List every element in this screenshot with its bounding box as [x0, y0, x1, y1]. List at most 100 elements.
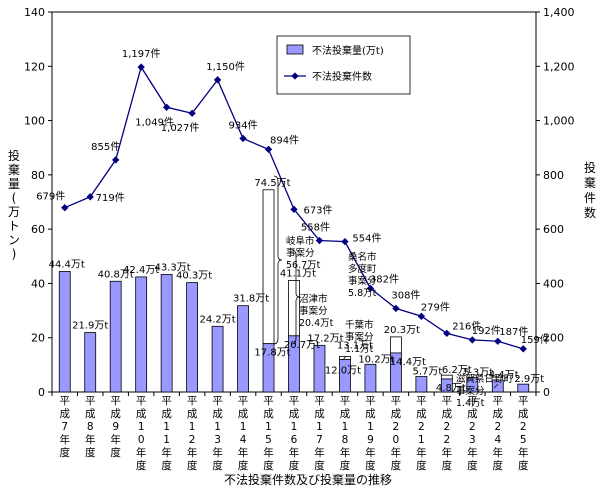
- category-char: 3: [469, 434, 476, 446]
- category-label: 平成 2 0 年度: [391, 395, 402, 472]
- category-label: 平成 1 8 年度: [340, 395, 351, 472]
- category-label: 平成 1 2 年度: [187, 395, 198, 472]
- category-char: 成: [442, 408, 453, 420]
- count-point: [61, 204, 69, 212]
- category-char: 度: [442, 459, 453, 472]
- annotation-line: 事案分: [299, 305, 328, 317]
- category-char: 平: [314, 395, 325, 407]
- category-char: 年: [416, 446, 427, 459]
- annotation-leader: [342, 355, 347, 361]
- category-char: 年: [136, 446, 147, 459]
- bar: [440, 378, 453, 393]
- category-label: 平成 1 3 年度: [212, 395, 223, 472]
- bar-value-label: 31.8万t: [233, 294, 269, 305]
- category-char: 年: [263, 446, 274, 459]
- category-char: 1: [291, 421, 298, 433]
- right-tick-label: 1,200: [543, 60, 575, 73]
- category-char: 成: [289, 408, 300, 420]
- category-char: 度: [340, 459, 351, 472]
- category-label: 平成 2 5 年度: [518, 395, 529, 472]
- count-value-label: 216件: [452, 320, 481, 332]
- category-char: 平: [442, 395, 453, 407]
- bar: [313, 344, 326, 393]
- category-char: 年: [85, 433, 96, 446]
- bar-value-label: 43.3万t: [155, 262, 191, 273]
- bar-total-label: 74.5万t: [254, 178, 290, 189]
- category-char: 度: [518, 459, 529, 472]
- category-char: 平: [289, 395, 300, 407]
- bar: [84, 332, 97, 393]
- category-char: 平: [85, 395, 96, 407]
- category-char: 年: [110, 433, 121, 446]
- annotation-line: 56.7万t: [286, 260, 321, 271]
- category-char: 平: [467, 395, 478, 407]
- left-tick-label: 20: [31, 332, 45, 345]
- bar: [109, 280, 122, 393]
- category-label: 平成 2 1 年度: [416, 395, 427, 472]
- category-label: 平成 2 4 年度: [493, 395, 504, 472]
- right-tick-label: 1,400: [543, 6, 575, 19]
- category-char: 7: [61, 421, 68, 433]
- bar-series: [58, 189, 530, 393]
- count-value-label: 187件: [499, 326, 528, 338]
- category-char: 2: [418, 421, 425, 433]
- category-char: 平: [340, 395, 351, 407]
- category-char: 1: [342, 421, 349, 433]
- category-char: 0: [393, 434, 400, 446]
- annotation-brace: [291, 249, 301, 345]
- category-char: 5: [520, 434, 527, 446]
- left-tick-label: 40: [31, 277, 45, 290]
- category-char: 平: [391, 395, 402, 407]
- bar: [186, 282, 199, 393]
- category-char: 2: [189, 434, 196, 446]
- count-value-label: 308件: [391, 289, 420, 301]
- bar-value-label: 40.8万t: [98, 269, 134, 280]
- count-point: [112, 156, 120, 164]
- legend-entry: 不法投棄件数: [312, 70, 372, 83]
- category-char: 度: [161, 459, 172, 472]
- annotation-line: 事案分: [348, 275, 377, 287]
- bar-stacked-segment: [389, 336, 402, 354]
- category-char: 成: [136, 408, 147, 420]
- count-value-label: 558件: [301, 222, 330, 234]
- bar: [262, 343, 275, 393]
- annotation-line: 多度町: [348, 263, 377, 275]
- category-char: 成: [85, 408, 96, 420]
- category-char: 平: [493, 395, 504, 407]
- bar: [466, 377, 479, 393]
- category-char: 平: [136, 395, 147, 407]
- category-label: 平成 9 年度: [110, 395, 121, 459]
- bar-value-label: 12.0万t: [325, 365, 361, 376]
- count-value-label: 159件: [521, 334, 550, 346]
- bar-value-label: 2.9万t: [514, 374, 544, 385]
- category-char: 1: [138, 421, 145, 433]
- category-char: 1: [240, 421, 247, 433]
- category-char: 平: [416, 395, 427, 407]
- count-value-label: 1,197件: [122, 48, 161, 60]
- bar: [339, 359, 351, 393]
- category-char: 9: [367, 434, 374, 446]
- category-char: 成: [212, 408, 223, 420]
- annotation-line: 1.4万t: [456, 398, 485, 409]
- count-point: [213, 76, 222, 84]
- category-char: 成: [340, 408, 351, 420]
- bar-total-label: 13.1万t: [337, 340, 373, 351]
- category-char: 度: [467, 459, 478, 472]
- category-label: 平成 2 2 年度: [442, 395, 453, 472]
- count-point: [443, 329, 451, 338]
- category-char: 2: [393, 421, 400, 433]
- category-char: 2: [443, 421, 450, 433]
- category-char: 8: [87, 421, 94, 433]
- y-left-label-char: 棄: [8, 162, 20, 177]
- bar: [237, 305, 249, 393]
- axes: 02040608010012014002004006008001,0001,20…: [8, 6, 596, 472]
- annotation-line: 千葉市: [345, 319, 374, 331]
- count-point: [264, 145, 273, 154]
- category-char: 成: [110, 408, 121, 420]
- category-label: 平成 1 7 年度: [314, 395, 325, 472]
- count-point: [417, 312, 426, 320]
- annotation-line: 事案分: [456, 385, 485, 397]
- count-point: [315, 236, 324, 245]
- left-tick-label: 0: [38, 386, 45, 399]
